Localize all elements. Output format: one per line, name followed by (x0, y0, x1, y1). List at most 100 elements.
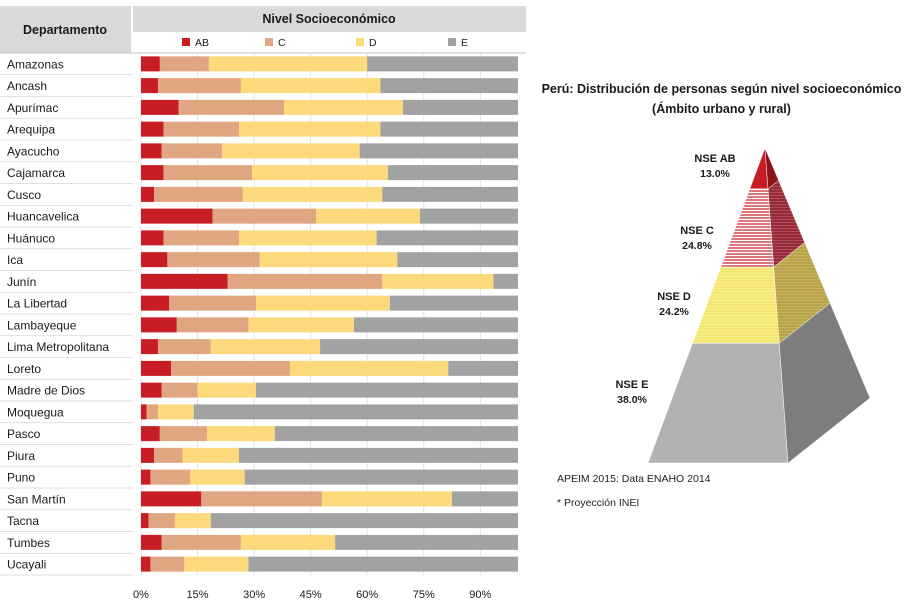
category-label: Ayacucho (7, 144, 60, 158)
category-label: Tacna (7, 514, 39, 528)
pyramid-value-d: 24.2% (659, 306, 689, 318)
bar-d (208, 56, 368, 72)
bar-e (493, 273, 518, 289)
bar-c (163, 121, 240, 137)
category-label: Cajamarca (7, 166, 65, 180)
bar-c (227, 273, 383, 289)
bar-d (174, 513, 211, 529)
legend-label-ab: AB (195, 37, 209, 49)
bar-ab (141, 469, 151, 485)
bar-c (163, 230, 240, 246)
legend-label-d: D (369, 37, 377, 49)
bar-c (178, 99, 285, 115)
pyramid-value-c: 24.8% (682, 240, 712, 252)
legend-swatch-e (448, 38, 456, 46)
bar-d (239, 230, 377, 246)
bar-c (171, 360, 290, 376)
bar-e (239, 447, 518, 463)
bar-e (320, 339, 518, 355)
bar-d (255, 295, 390, 311)
bar-c (146, 404, 158, 420)
x-tick-label: 45% (300, 589, 322, 601)
category-label: San Martín (7, 492, 66, 506)
bar-d (321, 491, 453, 507)
bar-ab (141, 360, 172, 376)
bar-d (206, 426, 275, 442)
bar-d (252, 165, 388, 181)
bar-c (201, 491, 322, 507)
bar-c (157, 78, 241, 94)
category-labels: Amazonas Ancash Apurímac Arequipa Ayacucho Ca… (0, 57, 133, 576)
bar-e (248, 556, 518, 572)
projection-note: * Proyección INEI (557, 497, 640, 509)
category-label: Apurímac (7, 101, 58, 115)
bar-e (380, 78, 518, 94)
bar-d (157, 404, 194, 420)
legend-label-e: E (461, 37, 468, 49)
category-label: Arequipa (7, 123, 55, 137)
bar-ab (141, 317, 177, 333)
pyramid-segment-c-front (720, 188, 774, 268)
bar-c (167, 252, 260, 268)
pyramid-segments (647, 147, 871, 464)
x-tick-label: 30% (243, 589, 265, 601)
pyramid-segment-d-front (692, 266, 780, 344)
bar-ab (141, 447, 155, 463)
department-header: Departamento (23, 23, 107, 37)
category-label: Tumbes (7, 536, 50, 550)
pyramid-label-e: NSE E (615, 379, 648, 391)
category-label: Moquegua (7, 405, 64, 419)
pyramid-label-ab: NSE AB (694, 153, 735, 165)
bar-e (354, 317, 518, 333)
bar-ab (141, 143, 162, 159)
stacked-bar-chart: Departamento Nivel Socioeconómico AB C D E … (0, 6, 526, 601)
bar-d (182, 447, 240, 463)
bar-ab (141, 513, 149, 529)
category-label: Puno (7, 471, 35, 485)
bar-e (452, 491, 518, 507)
pyramid-subtitle: (Ámbito urbano y rural) (652, 102, 791, 116)
bar-e (387, 165, 518, 181)
x-tick-label: 90% (469, 589, 491, 601)
pyramid-value-e: 38.0% (617, 394, 647, 406)
pyramid-segment-e-side (779, 302, 871, 464)
bar-ab (141, 121, 164, 137)
bar-e (335, 534, 518, 550)
category-label: Ucayali (7, 558, 46, 572)
bar-d (240, 78, 381, 94)
bar-d (284, 99, 404, 115)
pyramid-labels: NSE AB 13.0% NSE C 24.8% NSE D 24.2% NSE E 38.0… (615, 153, 735, 406)
bar-e (389, 295, 518, 311)
bar-d (210, 339, 321, 355)
bar-c (163, 165, 253, 181)
bar-e (244, 469, 519, 485)
pyramid-title: Perú: Distribución de personas según niv… (541, 82, 902, 96)
bar-e (403, 99, 518, 115)
bar-e (448, 360, 518, 376)
bar-e (419, 208, 518, 224)
x-tick-label: 60% (356, 589, 378, 601)
bar-ab (141, 186, 155, 202)
bar-ab (141, 491, 202, 507)
bar-ab (141, 426, 160, 442)
pyramid-segment-e-front (647, 343, 789, 464)
category-label: Loreto (7, 362, 41, 376)
bar-ab (141, 556, 151, 572)
bar-ab (141, 534, 162, 550)
bar-c (169, 295, 256, 311)
bar-c (161, 534, 241, 550)
pyramid-label-c: NSE C (680, 225, 714, 237)
pyramid-value-ab: 13.0% (700, 168, 730, 180)
legend: AB C D E (182, 37, 468, 49)
bar-e (376, 230, 518, 246)
bar-d (184, 556, 249, 572)
category-label: Amazonas (7, 57, 64, 71)
category-label: Huánuco (7, 231, 55, 245)
bar-d (242, 186, 383, 202)
bar-c (150, 556, 185, 572)
department-header-cell (0, 6, 131, 53)
bar-c (161, 382, 198, 398)
bar-c (154, 186, 243, 202)
bar-e (255, 382, 519, 398)
bar-ab (141, 56, 160, 72)
